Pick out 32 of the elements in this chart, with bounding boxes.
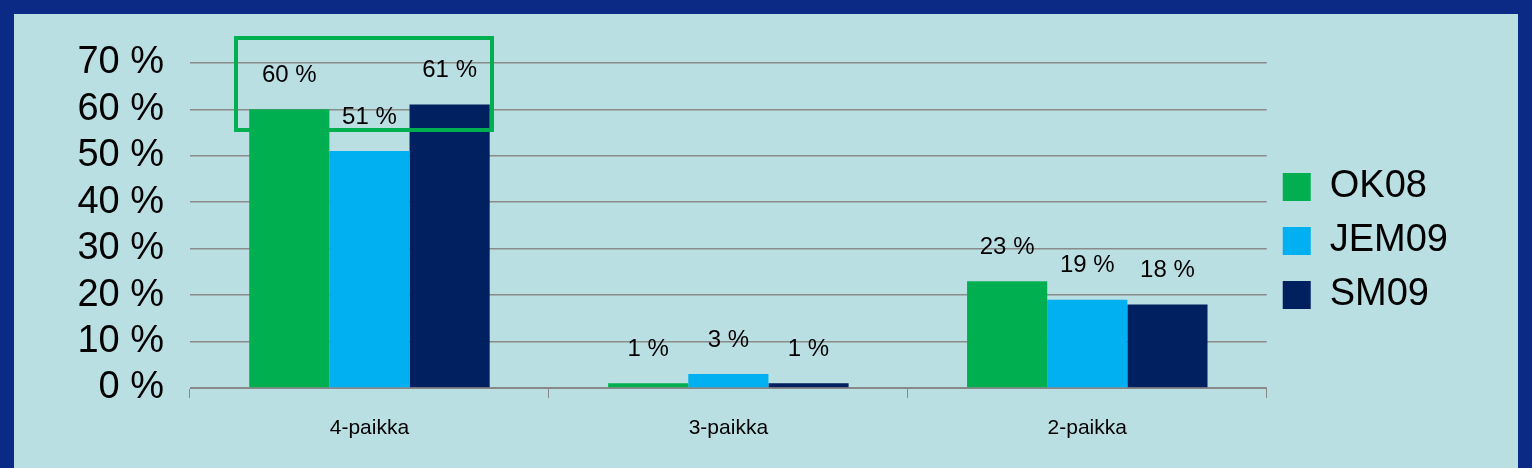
bar <box>967 281 1048 388</box>
data-label: 19 % <box>1059 250 1115 278</box>
data-label: 61 % <box>422 55 477 83</box>
bar <box>688 374 769 388</box>
data-label: 1 % <box>787 333 830 361</box>
y-tick-label: 40 % <box>77 178 164 221</box>
data-label: 3 % <box>707 324 750 352</box>
data-label: 18 % <box>1140 255 1195 282</box>
x-tick-label: 3-paikka <box>688 415 769 439</box>
y-tick-label: 60 % <box>77 85 164 128</box>
y-tick-label: 70 % <box>77 39 164 82</box>
legend-label: JEM09 <box>1329 217 1449 260</box>
y-tick-label: 30 % <box>77 225 164 268</box>
data-label: 51 % <box>342 101 397 129</box>
data-label: 60 % <box>261 59 317 87</box>
x-tick-label: 2-paikka <box>1047 415 1128 439</box>
bar <box>768 383 849 388</box>
bar <box>409 104 490 388</box>
x-tick-label: 4-paikka <box>329 415 410 439</box>
bar <box>329 151 410 388</box>
bar <box>249 109 330 388</box>
y-tick-label: 10 % <box>77 318 164 361</box>
bar <box>608 383 689 388</box>
y-tick-label: 50 % <box>77 132 164 175</box>
data-label: 23 % <box>979 231 1035 259</box>
bar <box>1127 304 1208 388</box>
legend-label: OK08 <box>1329 163 1427 206</box>
legend-label: SM09 <box>1329 271 1430 314</box>
bar <box>1047 299 1128 388</box>
y-tick-label: 20 % <box>77 271 164 314</box>
data-label: 1 % <box>627 333 669 361</box>
y-tick-label: 0 % <box>98 364 164 407</box>
